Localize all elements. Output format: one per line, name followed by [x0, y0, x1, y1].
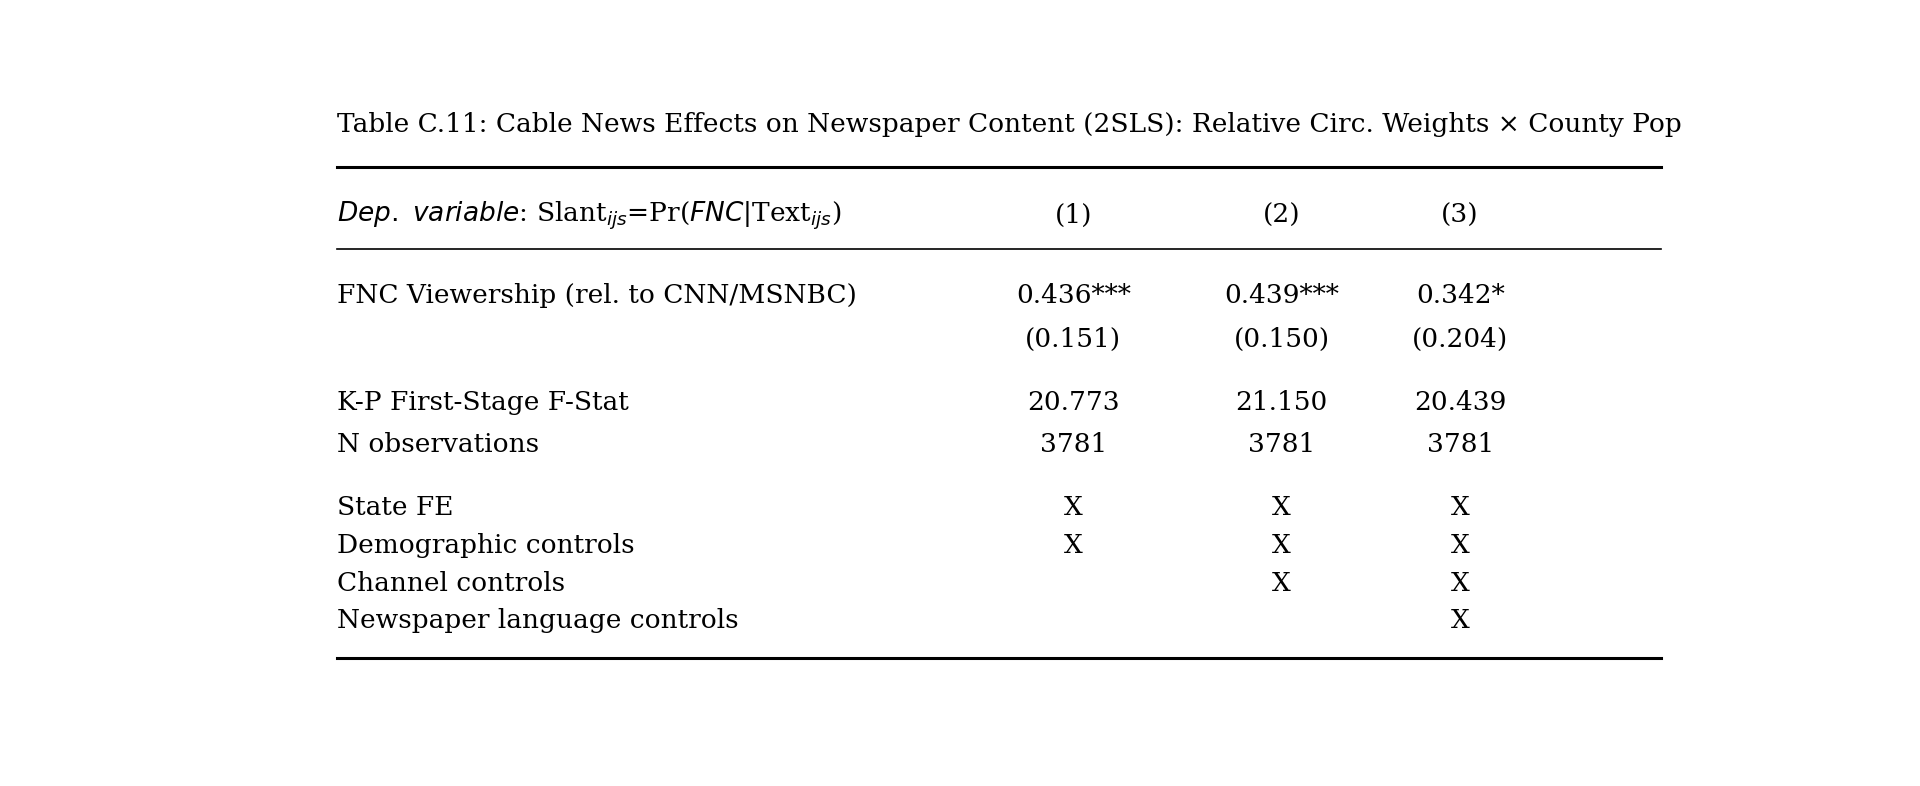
Text: (0.204): (0.204) — [1411, 327, 1509, 352]
Text: 20.439: 20.439 — [1413, 391, 1507, 416]
Text: 3781: 3781 — [1427, 432, 1494, 457]
Text: FNC Viewership (rel. to CNN/MSNBC): FNC Viewership (rel. to CNN/MSNBC) — [336, 283, 856, 308]
Text: (0.151): (0.151) — [1025, 327, 1121, 352]
Text: (3): (3) — [1442, 203, 1478, 228]
Text: X: X — [1064, 494, 1083, 520]
Text: State FE: State FE — [336, 494, 453, 520]
Text: X: X — [1452, 533, 1469, 558]
Text: X: X — [1064, 533, 1083, 558]
Text: 3781: 3781 — [1039, 432, 1108, 457]
Text: X: X — [1273, 533, 1290, 558]
Text: X: X — [1452, 608, 1469, 634]
Text: 0.436***: 0.436*** — [1016, 283, 1131, 308]
Text: X: X — [1452, 494, 1469, 520]
Text: 0.439***: 0.439*** — [1225, 283, 1338, 308]
Text: Newspaper language controls: Newspaper language controls — [336, 608, 739, 634]
Text: Channel controls: Channel controls — [336, 571, 564, 596]
Text: 21.150: 21.150 — [1235, 391, 1329, 416]
Text: X: X — [1452, 571, 1469, 596]
Text: 0.342*: 0.342* — [1415, 283, 1505, 308]
Text: N observations: N observations — [336, 432, 540, 457]
Text: $\mathit{Dep.\ variable}$: Slant$_{ijs}$=Pr($FNC$|Text$_{ijs}$): $\mathit{Dep.\ variable}$: Slant$_{ijs}$… — [336, 199, 841, 232]
Text: 20.773: 20.773 — [1027, 391, 1119, 416]
Text: X: X — [1273, 494, 1290, 520]
Text: X: X — [1273, 571, 1290, 596]
Text: Table C.11: Cable News Effects on Newspaper Content (2SLS): Relative Circ. Weigh: Table C.11: Cable News Effects on Newspa… — [336, 112, 1682, 138]
Text: (1): (1) — [1054, 203, 1092, 228]
Text: (0.150): (0.150) — [1233, 327, 1331, 352]
Text: K-P First-Stage F-Stat: K-P First-Stage F-Stat — [336, 391, 628, 416]
Text: Demographic controls: Demographic controls — [336, 533, 634, 558]
Text: (2): (2) — [1263, 203, 1300, 228]
Text: 3781: 3781 — [1248, 432, 1315, 457]
